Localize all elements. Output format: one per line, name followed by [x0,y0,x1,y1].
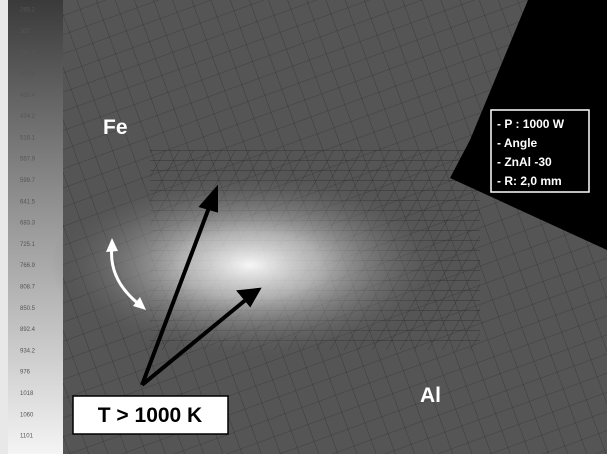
legend-label: 766.9 [20,263,36,269]
legend-label: 516.1 [20,135,36,141]
legend-label: 1018 [20,391,34,397]
legend-label: 1060 [20,412,34,418]
al-label: Al [420,384,441,407]
legend-label: 599.7 [20,178,36,184]
legend-label: 641.5 [20,199,36,205]
color-scale [8,0,63,454]
info-line: - R: 2,0 mm [497,174,562,188]
legend-label: 850.5 [20,306,36,312]
fe-label: Fe [103,116,128,139]
legend-label: 683.3 [20,221,36,227]
legend-label: 976 [20,370,31,376]
threshold-label: T > 1000 K [98,404,202,427]
legend-label: 934.2 [20,348,36,354]
legend-label: 725.1 [20,242,36,248]
info-line: - ZnAl -30 [497,155,552,169]
legend-label: 808.7 [20,284,36,290]
info-line: - P : 1000 W [497,117,565,131]
legend-label: 557.9 [20,157,36,163]
heat-zone [50,170,450,360]
screenshot: 265.2 307 348.8 390.6 432.4 474.2 516.1 557.9 59… [0,0,607,454]
legend-label: 265.2 [20,8,36,14]
legend-label: 432.4 [20,93,36,99]
legend-label: 1101 [20,434,34,440]
info-line: - Angle [497,136,538,150]
legend-label: 892.4 [20,327,36,333]
legend-label: 390.6 [20,71,36,77]
legend-label: 474.2 [20,114,36,120]
legend-label: 348.8 [20,50,36,56]
legend-label: 307 [20,29,31,35]
